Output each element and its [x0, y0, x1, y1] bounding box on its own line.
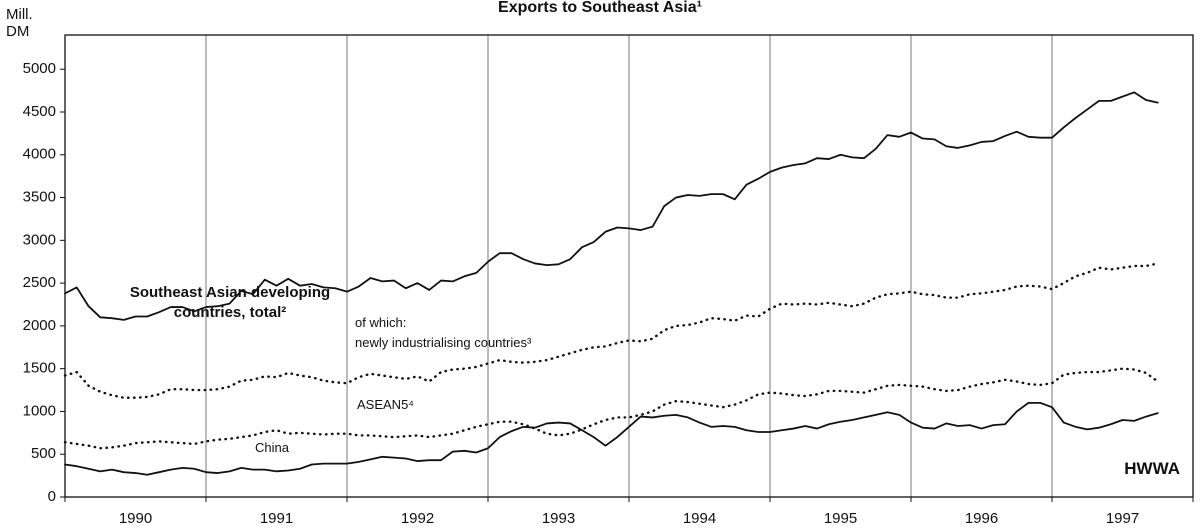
- y-tick-label: 500: [31, 445, 56, 462]
- x-tick-label: 1991: [260, 510, 293, 527]
- series-line: [63, 367, 1159, 450]
- series-line: [64, 91, 1159, 321]
- x-tick-label: 1993: [542, 510, 575, 527]
- series-line: [64, 401, 1159, 476]
- y-tick-label: 4500: [23, 103, 56, 120]
- y-tick-label: 5000: [23, 60, 56, 77]
- y-tick-label: 2000: [23, 317, 56, 334]
- x-tick-label: 1990: [119, 510, 152, 527]
- y-tick-label: 3000: [23, 231, 56, 248]
- x-tick-label: 1995: [824, 510, 857, 527]
- y-tick-label: 4000: [23, 146, 56, 163]
- y-tick-label: 1000: [23, 402, 56, 419]
- x-tick-label: 1996: [965, 510, 998, 527]
- series-label: ASEAN5⁴: [357, 397, 414, 412]
- chart-title: Exports to Southeast Asia¹: [498, 0, 702, 16]
- plot-frame: [64, 34, 1194, 498]
- y-tick-label: 3500: [23, 189, 56, 206]
- y-tick-label: 0: [48, 488, 56, 505]
- series-line: [63, 262, 1159, 399]
- series-label: Southeast Asian developing countries, to…: [129, 284, 331, 321]
- x-tick-label: 1994: [683, 510, 716, 527]
- series-label: of which: newly industrialising countrie…: [355, 315, 532, 350]
- x-tick-label: 1992: [401, 510, 434, 527]
- y-tick-label: 2500: [23, 274, 56, 291]
- series-label: China: [255, 440, 289, 455]
- x-tick-label: 1997: [1106, 510, 1139, 527]
- y-axis-label: Mill. DM: [6, 6, 33, 40]
- y-tick-label: 1500: [23, 360, 56, 377]
- source-label: HWWA: [1124, 459, 1180, 478]
